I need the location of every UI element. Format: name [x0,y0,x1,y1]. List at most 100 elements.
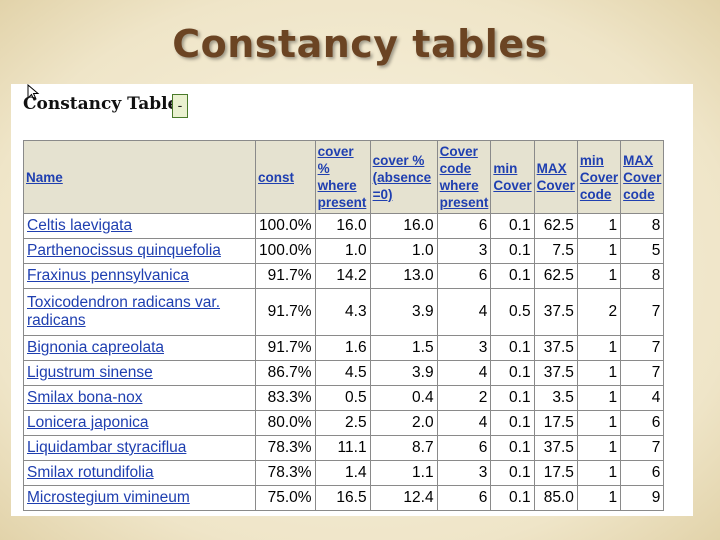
cover-absence-zero-cell: 8.7 [369,435,438,461]
max-cover-cell: 85.0 [533,485,578,511]
species-name-cell: Liquidambar styraciflua [23,435,256,461]
collapse-toggle-button[interactable]: - [172,94,188,118]
cover-where-present-cell: 16.0 [314,213,371,239]
sort-link-cover-absence-zero[interactable]: cover % (absence =0) [372,152,432,202]
cover-code-cell: 2 [436,385,492,411]
sort-link-const[interactable]: const [258,169,295,185]
species-link[interactable]: Ligustrum sinense [27,364,153,381]
max-cover-code-cell: 5 [620,238,665,264]
min-cover-code-cell: 1 [576,485,622,511]
cover-code-cell: 3 [436,335,492,361]
cover-where-present-cell: 1.0 [314,238,371,264]
cover-absence-zero-cell: 3.9 [369,288,438,336]
table-row: Ligustrum sinense 86.7% 4.5 3.9 4 0.1 37… [23,360,665,386]
species-link[interactable]: Bignonia capreolata [27,339,165,356]
min-cover-cell: 0.1 [490,460,535,486]
species-link[interactable]: Lonicera japonica [27,414,149,431]
species-link[interactable]: Celtis laevigata [27,217,133,234]
cover-absence-zero-cell: 2.0 [369,410,438,436]
const-cell: 75.0% [255,485,316,511]
species-link[interactable]: Liquidambar styraciflua [27,439,187,456]
species-link[interactable]: Fraxinus pennsylvanica [27,267,189,284]
min-cover-cell: 0.1 [490,385,535,411]
column-header: min Cover code [576,140,622,214]
min-cover-cell: 0.5 [490,288,535,336]
column-header: const [255,140,316,214]
cover-absence-zero-cell: 13.0 [369,263,438,289]
min-cover-cell: 0.1 [490,410,535,436]
min-cover-code-cell: 1 [576,263,622,289]
column-header: Cover code where present [436,140,492,214]
const-cell: 86.7% [255,360,316,386]
species-link[interactable]: Smilax bona-nox [27,389,143,406]
const-cell: 91.7% [255,263,316,289]
sort-link-min-cover[interactable]: min Cover [493,161,532,193]
species-name-cell: Lonicera japonica [23,410,256,436]
cover-where-present-cell: 0.5 [314,385,371,411]
species-link[interactable]: Toxicodendron radicans var. radicans [27,294,221,329]
max-cover-cell: 3.5 [533,385,578,411]
cover-where-present-cell: 1.4 [314,460,371,486]
max-cover-code-cell: 9 [620,485,665,511]
const-cell: 78.3% [255,435,316,461]
max-cover-code-cell: 4 [620,385,665,411]
min-cover-code-cell: 1 [576,410,622,436]
min-cover-cell: 0.1 [490,213,535,239]
const-cell: 91.7% [255,335,316,361]
min-cover-code-cell: 1 [576,335,622,361]
cover-absence-zero-cell: 1.0 [369,238,438,264]
min-cover-code-cell: 1 [576,238,622,264]
cover-where-present-cell: 4.3 [314,288,371,336]
column-header: min Cover [490,140,535,214]
max-cover-code-cell: 7 [620,288,665,336]
sort-link-max-cover[interactable]: MAX Cover [536,161,575,193]
cover-code-cell: 4 [436,288,492,336]
species-name-cell: Smilax rotundifolia [23,460,256,486]
table-row: Parthenocissus quinquefolia 100.0% 1.0 1… [23,238,665,264]
max-cover-code-cell: 6 [620,460,665,486]
table-header-row: Name const cover % where present cover %… [23,140,665,214]
cover-absence-zero-cell: 3.9 [369,360,438,386]
max-cover-code-cell: 7 [620,360,665,386]
cover-code-cell: 6 [436,435,492,461]
cover-where-present-cell: 4.5 [314,360,371,386]
species-name-cell: Celtis laevigata [23,213,256,239]
min-cover-code-cell: 1 [576,435,622,461]
min-cover-code-cell: 1 [576,360,622,386]
table-row: Lonicera japonica 80.0% 2.5 2.0 4 0.1 17… [23,410,665,436]
const-cell: 100.0% [255,213,316,239]
cover-where-present-cell: 2.5 [314,410,371,436]
species-name-cell: Ligustrum sinense [23,360,256,386]
sort-link-max-cover-code[interactable]: MAX Cover code [623,152,662,202]
max-cover-cell: 37.5 [533,335,578,361]
cover-absence-zero-cell: 12.4 [369,485,438,511]
cover-code-cell: 6 [436,213,492,239]
cover-code-cell: 3 [436,238,492,264]
species-link[interactable]: Smilax rotundifolia [27,464,154,481]
min-cover-cell: 0.1 [490,485,535,511]
sort-link-cover-code-where-present[interactable]: Cover code where present [439,144,489,210]
const-cell: 80.0% [255,410,316,436]
species-name-cell: Smilax bona-nox [23,385,256,411]
slide-title: Constancy tables [172,22,548,66]
species-name-cell: Fraxinus pennsylvanica [23,263,256,289]
sort-link-min-cover-code[interactable]: min Cover code [579,152,619,202]
species-link[interactable]: Microstegium vimineum [27,489,190,506]
table-row: Microstegium vimineum 75.0% 16.5 12.4 6 … [23,485,665,511]
sort-link-cover-where-present[interactable]: cover % where present [317,144,367,210]
table-row: Celtis laevigata 100.0% 16.0 16.0 6 0.1 … [23,213,665,239]
max-cover-cell: 17.5 [533,460,578,486]
sort-link-name[interactable]: Name [26,169,63,185]
min-cover-cell: 0.1 [490,360,535,386]
cover-code-cell: 6 [436,485,492,511]
const-cell: 100.0% [255,238,316,264]
cover-absence-zero-cell: 1.5 [369,335,438,361]
const-cell: 78.3% [255,460,316,486]
table-row: Smilax rotundifolia 78.3% 1.4 1.1 3 0.1 … [23,460,665,486]
cover-where-present-cell: 14.2 [314,263,371,289]
cover-where-present-cell: 11.1 [314,435,371,461]
max-cover-cell: 7.5 [533,238,578,264]
species-link[interactable]: Parthenocissus quinquefolia [27,242,221,259]
cover-code-cell: 6 [436,263,492,289]
cover-code-cell: 3 [436,460,492,486]
